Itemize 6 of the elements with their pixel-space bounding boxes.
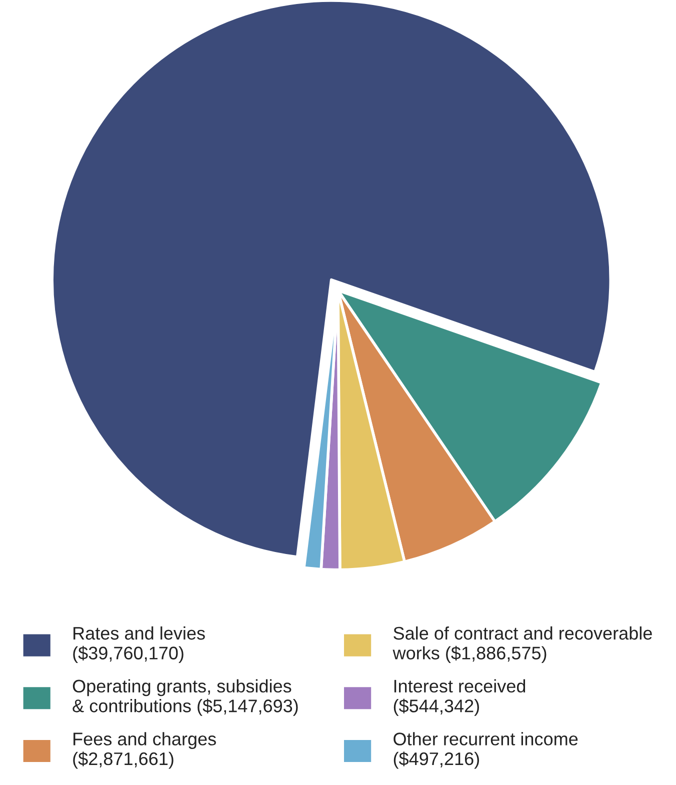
legend-label: Other recurrent income ($497,216) [394, 732, 578, 769]
legend-label: Interest received ($544,342) [394, 679, 526, 716]
legend-label: Sale of contract and recoverable works ($1,886,575) [392, 626, 652, 664]
legend-label: Operating grants, subsidies & contributions ($5,147,693) [72, 679, 298, 716]
legend-label: Rates and levies ($39,760,170) [73, 626, 205, 664]
legend-label: Fees and charges ($2,871,661) [73, 732, 216, 769]
